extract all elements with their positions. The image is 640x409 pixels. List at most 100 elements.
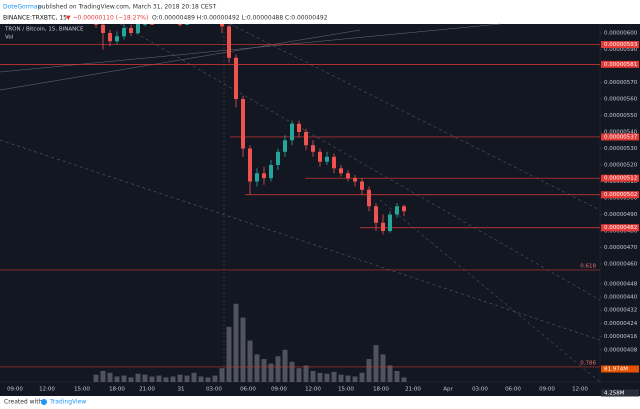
candle-body bbox=[339, 168, 343, 174]
volume-bar bbox=[254, 354, 260, 382]
symbol: BINANCE:TRXBTC, 15 bbox=[3, 15, 67, 22]
author[interactable]: DoteGorman bbox=[3, 4, 42, 11]
x-tick-label: 09:00 bbox=[7, 387, 23, 393]
x-tick-label: 31 bbox=[178, 387, 185, 393]
volume-bar bbox=[114, 376, 120, 382]
candle-body bbox=[367, 189, 371, 207]
fib-label: 0.618 bbox=[580, 263, 596, 269]
volume-bar bbox=[331, 371, 337, 382]
level-label: 0.00000482 bbox=[604, 225, 637, 231]
volume-bar bbox=[296, 368, 302, 382]
level-box bbox=[601, 60, 639, 68]
candle-body bbox=[402, 206, 406, 212]
volume-bar bbox=[317, 372, 323, 382]
trend-lines bbox=[0, 23, 601, 383]
volume-bar bbox=[345, 375, 351, 382]
volume-bar bbox=[100, 370, 106, 382]
y-tick-label: 0.00000550 bbox=[604, 113, 638, 119]
volume-bar bbox=[191, 372, 197, 382]
volume-bar bbox=[282, 349, 288, 382]
y-tick-label: 0.00000500 bbox=[604, 196, 638, 202]
volume-bar bbox=[170, 376, 176, 382]
chart-bg bbox=[0, 24, 640, 396]
y-tick-label: 0.00000490 bbox=[604, 212, 638, 218]
y-tick-label: 0.00000520 bbox=[604, 163, 638, 169]
candle-body bbox=[136, 24, 140, 34]
price-axis-bg bbox=[600, 24, 640, 396]
y-tick-label: 0.00000416 bbox=[604, 334, 638, 340]
volume-bar bbox=[268, 363, 274, 382]
candle-body bbox=[290, 123, 294, 141]
x-tick-label: 12:00 bbox=[39, 387, 55, 393]
volume-bar bbox=[261, 359, 267, 382]
volume-bar bbox=[107, 372, 113, 382]
level-label: 0.00000502 bbox=[604, 192, 637, 198]
candle-body bbox=[129, 28, 133, 34]
y-tick-label: 0.00000440 bbox=[604, 295, 638, 301]
volume-bar bbox=[373, 345, 379, 382]
volume-bar bbox=[93, 374, 99, 382]
candle-body bbox=[227, 26, 231, 58]
volume-bar bbox=[324, 373, 330, 382]
level-box bbox=[601, 41, 639, 49]
y-tick-label: 0.00000424 bbox=[604, 321, 638, 327]
x-tick-label: 12:00 bbox=[305, 387, 321, 393]
level-label: 0.00000512 bbox=[604, 176, 637, 182]
footer-bg bbox=[0, 396, 640, 409]
volume-bar bbox=[226, 326, 232, 382]
volume-label: 4.258M bbox=[604, 391, 625, 397]
fib-label: 0.786 bbox=[580, 360, 596, 366]
volume-bar bbox=[142, 374, 148, 382]
candle-body bbox=[297, 123, 301, 133]
volume-bar bbox=[121, 375, 127, 382]
candle-body bbox=[94, 24, 98, 25]
candle-body bbox=[108, 33, 112, 42]
volume-bar bbox=[401, 377, 407, 382]
level-box bbox=[601, 191, 639, 199]
volume-bar bbox=[303, 365, 309, 382]
volume-bar bbox=[205, 377, 211, 382]
volume-bar bbox=[338, 374, 344, 382]
level-box bbox=[601, 224, 639, 232]
y-tick-label: 0.00000590 bbox=[604, 47, 638, 53]
footer-created: Created with bbox=[4, 399, 43, 406]
y-tick-label: 0.00000510 bbox=[604, 179, 638, 185]
candle-body bbox=[283, 140, 287, 152]
candle-body bbox=[115, 36, 119, 42]
x-tick-label: 06:00 bbox=[505, 387, 521, 393]
level-box bbox=[601, 133, 639, 141]
volume-bar bbox=[380, 354, 386, 382]
candle-body bbox=[255, 173, 259, 182]
x-tick-label: 18:00 bbox=[373, 387, 389, 393]
ohlc: O:0.00000489 H:0.00000492 L:0.00000488 C… bbox=[152, 15, 328, 22]
candle-body bbox=[143, 24, 147, 25]
y-tick-label: 0.00000540 bbox=[604, 130, 638, 136]
volume-bar bbox=[135, 373, 141, 382]
candle-body bbox=[360, 181, 364, 190]
level-box bbox=[601, 174, 639, 182]
candle-body bbox=[241, 99, 245, 149]
volume-label-box bbox=[601, 365, 639, 373]
x-tick-label: 21:00 bbox=[405, 387, 421, 393]
volume-bar bbox=[198, 376, 204, 382]
legend: TRON / Bitcoin, 15, BINANCE bbox=[4, 27, 84, 33]
volume-bar bbox=[128, 377, 134, 382]
y-tick-label: 0.00000432 bbox=[604, 308, 637, 314]
volume-bar bbox=[247, 340, 253, 382]
candle-body bbox=[346, 173, 350, 179]
y-tick-label: 0.00000560 bbox=[604, 97, 638, 103]
volume-bar bbox=[219, 368, 225, 382]
volume-bar bbox=[275, 356, 281, 382]
volume-label: 81.974M bbox=[604, 367, 628, 373]
candle-body bbox=[325, 156, 329, 162]
footer-brand[interactable]: TradingView bbox=[49, 399, 86, 406]
level-label: 0.00000537 bbox=[604, 134, 638, 140]
y-tick-label: 0.00000600 bbox=[604, 31, 638, 37]
candle-body bbox=[122, 28, 126, 37]
x-tick-label: 15:00 bbox=[74, 387, 90, 393]
candle-body bbox=[150, 24, 154, 25]
volume-bar bbox=[240, 317, 246, 382]
volume-bar bbox=[352, 376, 358, 382]
candle-body bbox=[234, 57, 238, 100]
